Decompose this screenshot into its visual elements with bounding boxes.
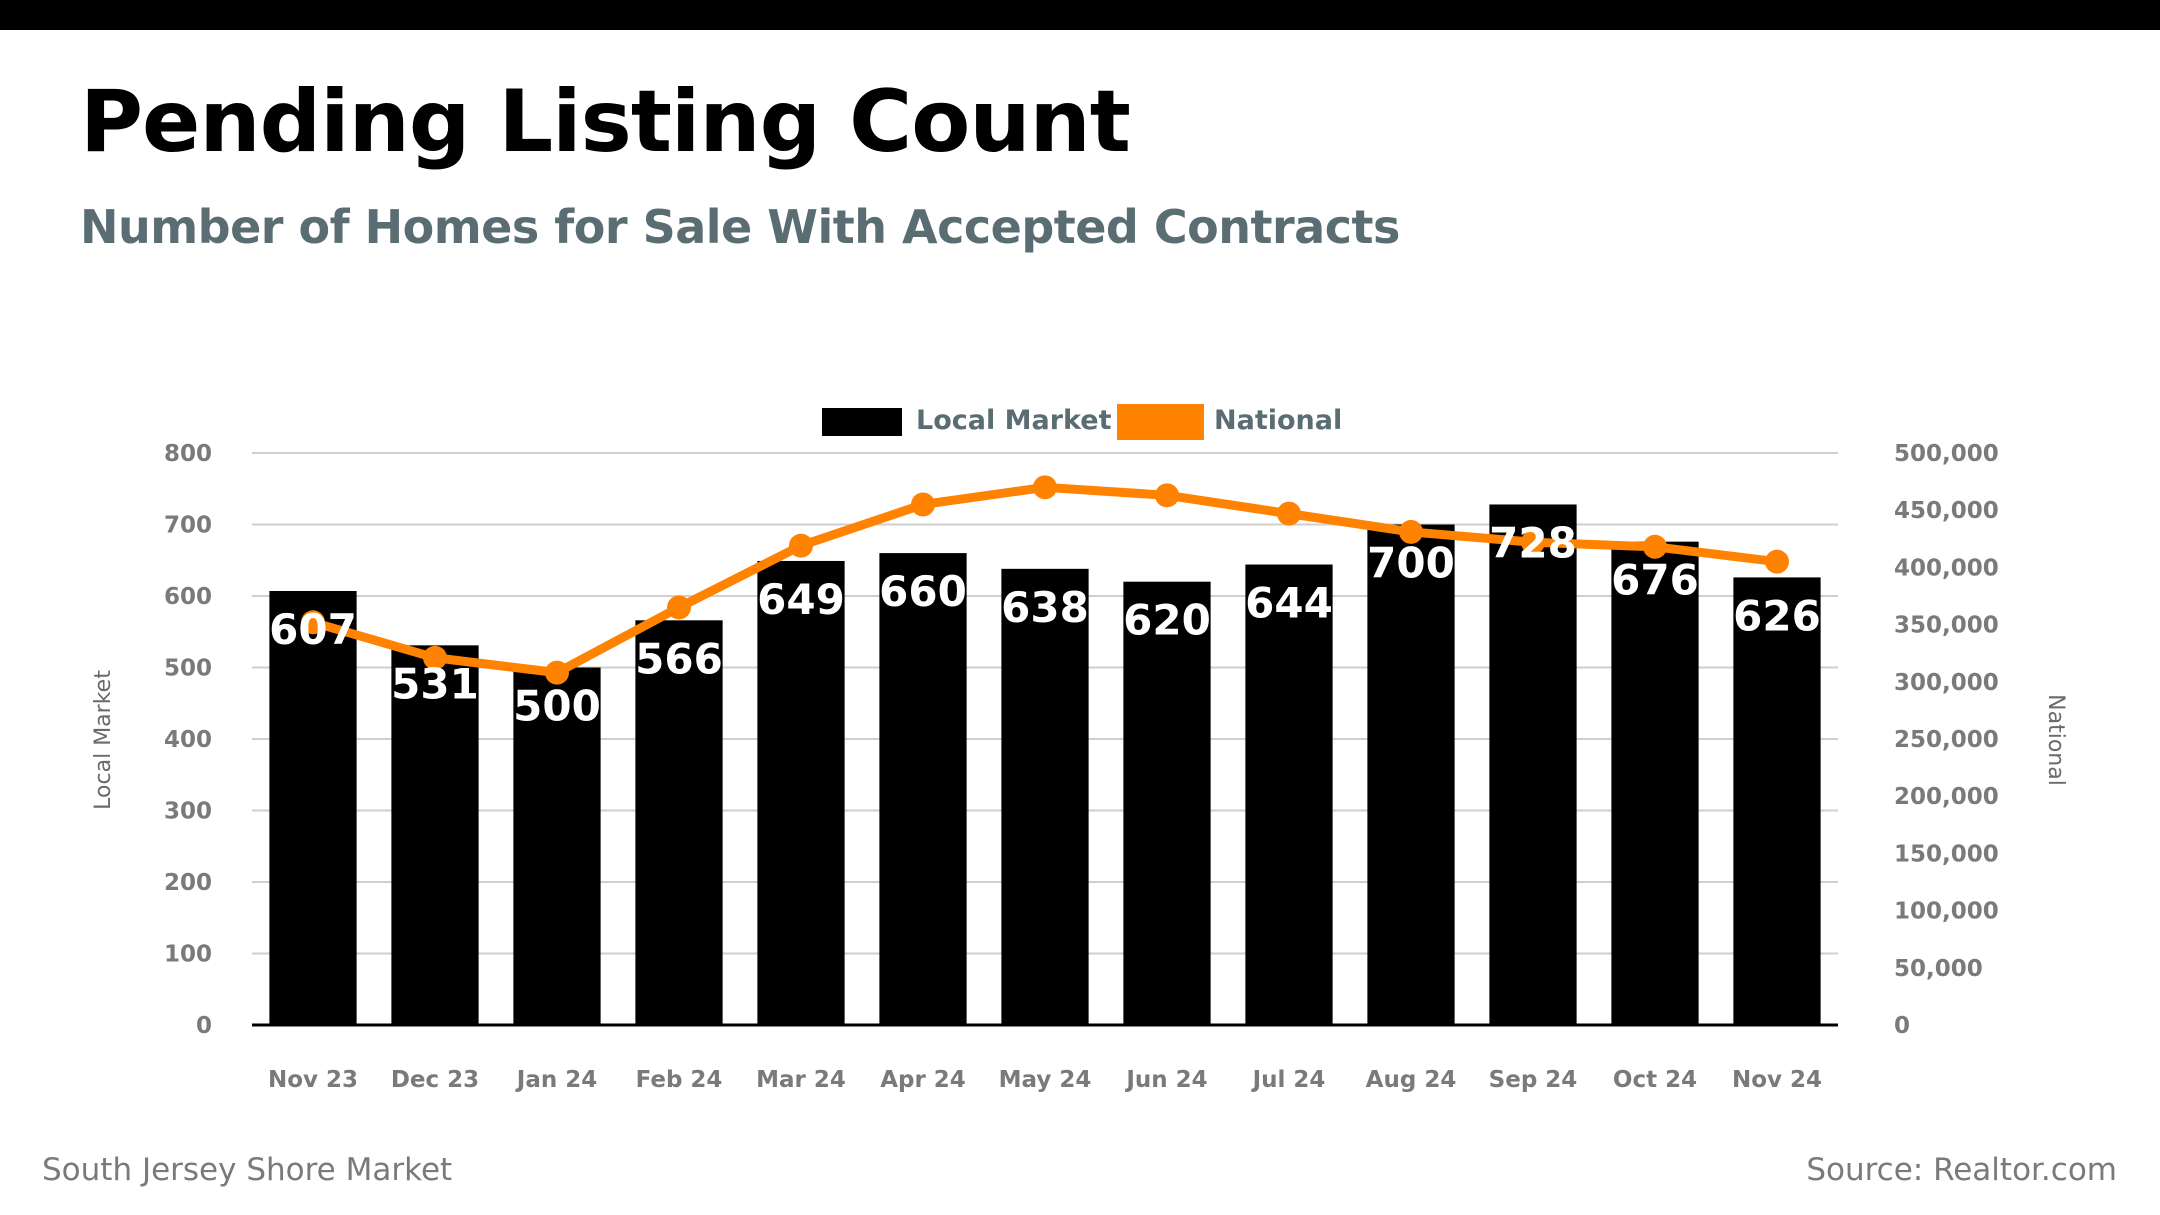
bar-data-label: 620: [1123, 596, 1211, 645]
page-title: Pending Listing Count: [80, 72, 1131, 172]
x-tick-label: May 24: [999, 1067, 1092, 1093]
bar-data-label: 660: [879, 567, 967, 616]
x-tick-label: Nov 23: [268, 1067, 358, 1093]
y-tick-left: 600: [164, 584, 212, 610]
x-tick-label: Jan 24: [515, 1067, 597, 1093]
bar-data-label: 566: [635, 634, 723, 683]
y-axis-left-ticks: 0 100 200 300 400 500 600 700 800: [164, 441, 212, 1039]
bar-data-label: 607: [269, 605, 357, 654]
bar-data-label: 638: [1001, 583, 1089, 632]
national-line: [301, 475, 1789, 685]
legend-swatch-local: [822, 408, 902, 436]
y-axis-right-title: National: [2043, 694, 2068, 786]
page-subtitle: Number of Homes for Sale With Accepted C…: [80, 200, 1400, 254]
bar-local-market: [1611, 541, 1699, 1025]
bar-local-market: [391, 645, 479, 1025]
national-data-point: [301, 610, 325, 635]
y-axis-left-title: Local Market: [91, 670, 116, 810]
x-tick-label: Jul 24: [1251, 1067, 1326, 1093]
y-tick-right: 400,000: [1894, 555, 1999, 581]
x-tick-label: Mar 24: [756, 1067, 846, 1093]
bar-local-market: [635, 620, 723, 1025]
x-tick-label: Oct 24: [1613, 1067, 1697, 1093]
national-data-point: [667, 595, 691, 620]
bar-data-labels: 607 531 500 566 649 660 638 620 644 700 728 676 626: [269, 518, 1821, 730]
y-tick-left: 200: [164, 870, 212, 896]
y-tick-right: 200,000: [1894, 784, 1999, 810]
top-bar: [0, 0, 2160, 30]
y-tick-left: 0: [196, 1013, 212, 1039]
bar-data-label: 644: [1245, 579, 1333, 628]
y-tick-left: 800: [164, 441, 212, 467]
x-axis-ticks: Nov 23 Dec 23 Jan 24 Feb 24 Mar 24 Apr 24 May …: [268, 1067, 1822, 1093]
bar-local-market: [757, 560, 845, 1025]
x-tick-label: Aug 24: [1366, 1067, 1457, 1093]
y-tick-right: 300,000: [1894, 670, 1999, 696]
national-data-point: [789, 533, 813, 558]
y-tick-left: 400: [164, 727, 212, 753]
x-tick-label: Apr 24: [880, 1067, 966, 1093]
bar-data-label: 676: [1611, 556, 1699, 605]
bar-local-market: [1123, 581, 1211, 1025]
national-data-point: [1643, 534, 1667, 559]
bar-data-label: 649: [757, 575, 845, 624]
legend-swatch-national: [1117, 404, 1204, 440]
footer-market-name: South Jersey Shore Market: [42, 1152, 453, 1188]
bar-local-market: [1001, 568, 1089, 1025]
bar-local-market: [1367, 524, 1455, 1025]
bar-data-label: 700: [1367, 539, 1455, 588]
bar-local-market: [269, 590, 357, 1025]
x-tick-label: Dec 23: [391, 1067, 479, 1093]
national-data-point: [1765, 549, 1789, 574]
x-tick-label: Sep 24: [1489, 1067, 1578, 1093]
y-tick-right: 450,000: [1894, 498, 1999, 524]
y-axis-right-ticks: 0 50,000 100,000 150,000 200,000 250,000 300,0…: [1894, 441, 1999, 1039]
bar-local-market: [1245, 564, 1333, 1025]
bar-data-label: 500: [513, 682, 601, 731]
y-tick-right: 0: [1894, 1013, 1910, 1039]
y-tick-right: 500,000: [1894, 441, 1999, 467]
bar-data-label: 728: [1489, 518, 1577, 567]
national-data-point: [911, 492, 935, 517]
y-tick-right: 100,000: [1894, 899, 1999, 925]
y-tick-right: 150,000: [1894, 841, 1999, 867]
national-data-point: [1033, 475, 1057, 500]
national-data-point: [423, 645, 447, 670]
x-tick-label: Jun 24: [1124, 1067, 1207, 1093]
bar-local-market: [879, 553, 967, 1025]
y-tick-left: 500: [164, 656, 212, 682]
national-data-point: [1399, 519, 1423, 544]
footer-source: Source: Realtor.com: [1806, 1152, 2117, 1188]
legend-label-national: National: [1214, 405, 1342, 436]
legend-label-local: Local Market: [916, 405, 1112, 436]
y-tick-left: 700: [164, 513, 212, 539]
national-data-point: [1277, 501, 1301, 526]
x-tick-label: Feb 24: [636, 1067, 723, 1093]
legend: Local Market National: [822, 404, 1342, 440]
bar-local-market: [1733, 577, 1821, 1025]
bar-local-market: [513, 667, 601, 1025]
x-tick-label: Nov 24: [1732, 1067, 1822, 1093]
y-tick-left: 300: [164, 799, 212, 825]
y-tick-right: 250,000: [1894, 727, 1999, 753]
y-tick-right: 50,000: [1894, 956, 1983, 982]
national-data-point: [545, 660, 569, 685]
national-data-point: [1521, 530, 1545, 555]
bars: [269, 504, 1821, 1026]
y-tick-right: 350,000: [1894, 613, 1999, 639]
bar-data-label: 531: [391, 659, 479, 708]
bar-data-label: 626: [1733, 591, 1821, 640]
y-tick-left: 100: [164, 942, 212, 968]
national-data-point: [1155, 483, 1179, 508]
bar-local-market: [1489, 504, 1577, 1026]
